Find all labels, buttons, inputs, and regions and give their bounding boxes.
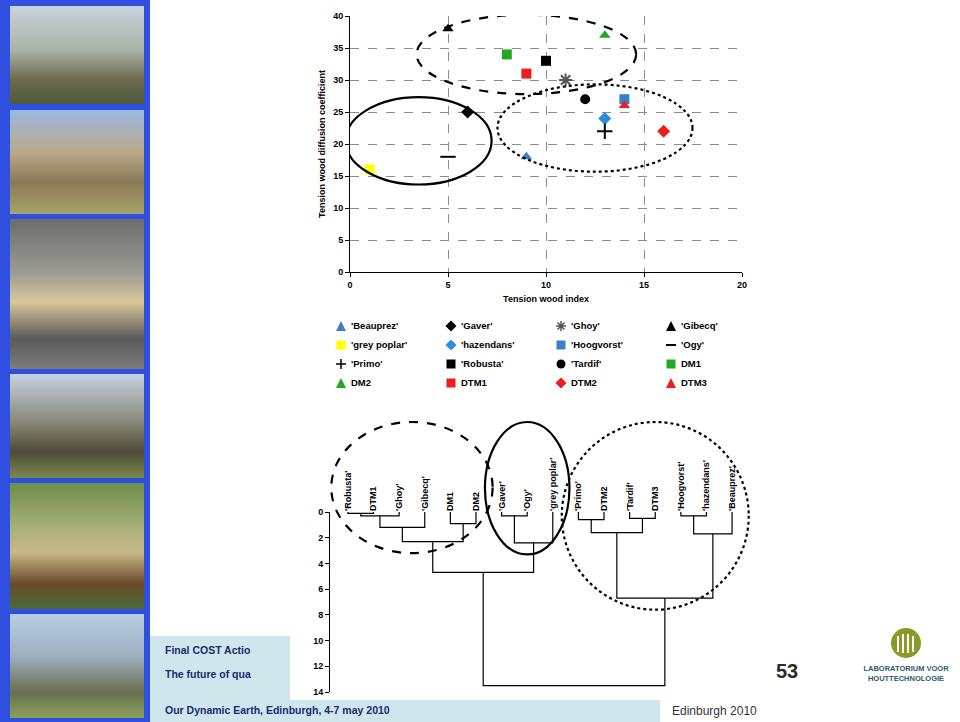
svg-text:15: 15 xyxy=(333,171,343,181)
html-text:'Tardif': 'Tardif' xyxy=(571,358,602,369)
html-text:DTM1: DTM1 xyxy=(461,377,487,388)
svg-text:4: 4 xyxy=(318,559,323,569)
svg-text:0: 0 xyxy=(338,267,343,277)
svg-text:'Hoogvorst': 'Hoogvorst' xyxy=(676,462,686,511)
html-text:DTM2: DTM2 xyxy=(571,377,597,388)
html-text:DTM3: DTM3 xyxy=(681,377,707,388)
svg-text:0: 0 xyxy=(347,280,352,290)
html-text:'Beauprez': 'Beauprez' xyxy=(351,320,399,331)
html-text:'Gaver': 'Gaver' xyxy=(461,320,493,331)
html-text:The future of qua: The future of qua xyxy=(165,668,251,680)
html-text:Our Dynamic Earth, Edinburgh,: Our Dynamic Earth, Edinburgh, 4-7 may 20… xyxy=(165,704,390,716)
svg-text:DTM1: DTM1 xyxy=(368,487,378,512)
svg-text:10: 10 xyxy=(313,636,323,646)
svg-text:DTM3: DTM3 xyxy=(650,487,660,512)
svg-text:14: 14 xyxy=(313,687,323,697)
svg-text:25: 25 xyxy=(333,107,343,117)
svg-text:Tension wood diffusion coeffic: Tension wood diffusion coefficient xyxy=(317,70,327,218)
svg-text:'hazendans': 'hazendans' xyxy=(701,460,711,511)
svg-text:30: 30 xyxy=(333,75,343,85)
html-text:'Ghoy': 'Ghoy' xyxy=(571,320,600,331)
html-text:LABORATORIUM VOOR: LABORATORIUM VOOR xyxy=(863,664,949,673)
svg-text:'Gaver': 'Gaver' xyxy=(497,481,507,511)
svg-text:40: 40 xyxy=(333,11,343,21)
svg-text:5: 5 xyxy=(445,280,450,290)
svg-text:10: 10 xyxy=(541,280,551,290)
svg-text:35: 35 xyxy=(333,43,343,53)
html-text:'hazendans': 'hazendans' xyxy=(461,339,515,350)
html-text:'Primo': 'Primo' xyxy=(351,358,383,369)
svg-text:20: 20 xyxy=(737,280,747,290)
svg-text:'Ghoy': 'Ghoy' xyxy=(394,484,404,511)
html-text:Final COST Actio: Final COST Actio xyxy=(165,644,251,656)
svg-text:0: 0 xyxy=(318,507,323,517)
html-text:'Ogy': 'Ogy' xyxy=(681,339,704,350)
html-text:'Hoogvorst': 'Hoogvorst' xyxy=(571,339,623,350)
svg-text:'Tardif': 'Tardif' xyxy=(625,482,635,511)
svg-text:8: 8 xyxy=(318,610,323,620)
svg-text:'grey poplar': 'grey poplar' xyxy=(548,458,558,511)
html-text:DM2: DM2 xyxy=(351,377,372,388)
html-text:53: 53 xyxy=(776,660,799,682)
html-text:DM1: DM1 xyxy=(681,358,702,369)
svg-text:'Gibecq': 'Gibecq' xyxy=(420,476,430,511)
svg-text:5: 5 xyxy=(338,235,343,245)
svg-text:'Robusta': 'Robusta' xyxy=(343,471,353,511)
html-text:Edinburgh 2010: Edinburgh 2010 xyxy=(672,704,757,718)
svg-text:6: 6 xyxy=(318,584,323,594)
svg-text:12: 12 xyxy=(313,661,323,671)
svg-text:10: 10 xyxy=(333,203,343,213)
svg-text:Tension wood index: Tension wood index xyxy=(503,294,589,304)
svg-text:DTM2: DTM2 xyxy=(599,487,609,512)
html-text:HOUTTECHNOLOGIE: HOUTTECHNOLOGIE xyxy=(867,674,945,683)
svg-text:15: 15 xyxy=(639,280,649,290)
html-text:'Gibecq': 'Gibecq' xyxy=(681,320,718,331)
svg-text:DM1: DM1 xyxy=(445,492,455,511)
svg-text:20: 20 xyxy=(333,139,343,149)
svg-text:'Ogy': 'Ogy' xyxy=(522,489,532,511)
svg-text:2: 2 xyxy=(318,533,323,543)
svg-text:DM2: DM2 xyxy=(471,492,481,511)
svg-text:'Beauprez': 'Beauprez' xyxy=(727,466,737,511)
html-text:'grey poplar': 'grey poplar' xyxy=(351,339,408,350)
html-text:'Robusta': 'Robusta' xyxy=(461,358,504,369)
svg-text:'Primo': 'Primo' xyxy=(573,481,583,511)
